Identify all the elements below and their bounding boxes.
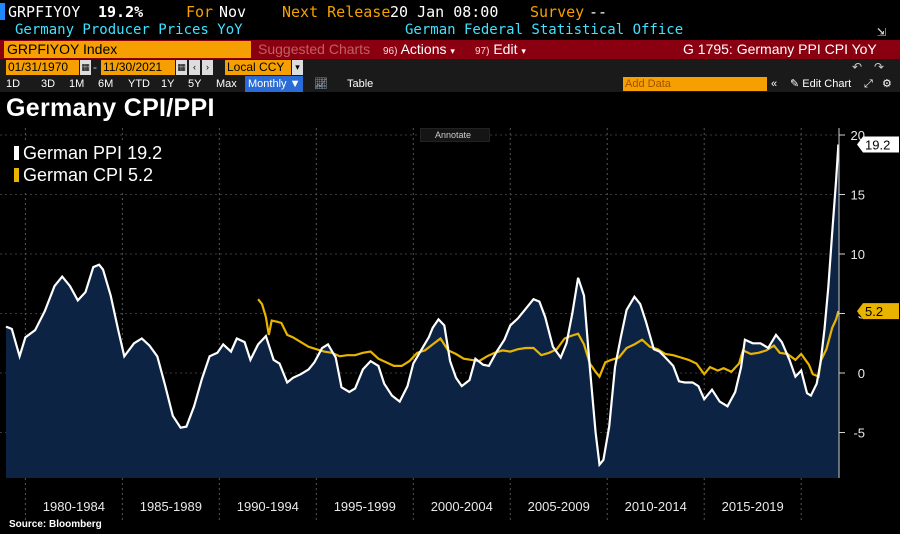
description-bar: Germany Producer Prices YoY German Feder…: [0, 21, 900, 41]
y-ticks: 20151050-5: [839, 128, 865, 441]
x-tick-label: 1990-1994: [237, 499, 299, 514]
actions-dropdown-icon: ▾: [450, 46, 455, 56]
end-date-field[interactable]: 11/30/2021: [101, 60, 175, 75]
command-toolbar: GRPFIYOY Index Suggested Charts 96) Acti…: [0, 40, 900, 59]
x-tick-label: 1980-1984: [43, 499, 105, 514]
range-max-button[interactable]: Max: [216, 78, 237, 90]
date-range-bar: 01/31/1970 ▦ - 11/30/2021 ▦ ‹ › Local CC…: [0, 59, 900, 76]
currency-select[interactable]: Local CCY: [225, 60, 291, 75]
chart-name: G 1795: Germany PPI CPI YoY: [683, 41, 877, 57]
legend-cpi-name: German CPI: [23, 165, 124, 185]
undo-icon[interactable]: ↶: [852, 60, 863, 74]
x-tick-label: 2000-2004: [431, 499, 493, 514]
last-value: 19.2%: [98, 3, 144, 21]
redo-icon[interactable]: ↷: [874, 60, 885, 74]
fullscreen-icon[interactable]: ⤢: [864, 78, 873, 90]
next-arrow-icon[interactable]: ›: [202, 60, 213, 75]
x-tick-label: 2015-2019: [722, 499, 784, 514]
range-ytd-button[interactable]: YTD: [128, 78, 150, 90]
range-1d-button[interactable]: 1D: [6, 78, 21, 90]
value-tag-label: 5.2: [865, 304, 883, 319]
calendar-icon[interactable]: ▦: [80, 60, 91, 75]
edit-number: 97): [475, 46, 490, 57]
y-tick-label: 10: [851, 247, 865, 262]
range-6m-button[interactable]: 6M: [98, 78, 114, 90]
x-labels: 1980-1984 1985-1989 1990-1994 1995-1999 2000…: [43, 499, 784, 514]
legend-cpi-swatch: [14, 168, 19, 182]
chart-title: Germany CPI/PPI: [6, 94, 215, 122]
accent-marker: [0, 3, 5, 20]
start-date-field[interactable]: 01/31/1970: [6, 60, 79, 75]
suggested-charts-button[interactable]: Suggested Charts: [258, 40, 370, 59]
add-data-input[interactable]: Add Data: [623, 77, 767, 91]
legend-ppi-value: 19.2: [127, 143, 163, 163]
edit-label: Edit: [493, 41, 518, 57]
line-chart-icon[interactable]: 📈︎: [314, 78, 328, 90]
edit-menu[interactable]: 97) Edit ▾: [475, 40, 526, 61]
actions-number: 96): [383, 46, 398, 57]
cpi-value-tag: 5.2: [857, 303, 899, 320]
security-description: Germany Producer Prices YoY: [15, 22, 243, 38]
legend-ppi[interactable]: German PPI 19.2: [14, 142, 195, 164]
next-release-label: Next Release: [282, 3, 391, 21]
value-tag-label: 19.2: [865, 138, 890, 153]
frequency-label: Monthly: [248, 78, 287, 90]
actions-menu[interactable]: 96) Actions ▾: [383, 40, 455, 61]
last-value-tags: 19.2 5.2: [857, 136, 899, 320]
x-tick-label: 1995-1999: [334, 499, 396, 514]
edit-chart-button[interactable]: ✎ Edit Chart: [790, 76, 851, 92]
next-release-value: 20 Jan 08:00: [390, 3, 499, 21]
value-tag-shape: [857, 136, 899, 153]
y-tick-label: 15: [851, 188, 865, 203]
table-button[interactable]: Table: [347, 78, 374, 90]
annotate-button[interactable]: Annotate: [420, 128, 490, 142]
ppi-line: [5, 144, 840, 468]
edit-chart-label: Edit Chart: [802, 78, 852, 90]
range-toolbar: 1D 3D 1M 6M YTD 1Y 5Y Max Monthly ▼ 📈︎ T…: [0, 76, 900, 92]
suggested-charts-label: Suggested Charts: [258, 41, 371, 57]
edit-dropdown-icon: ▾: [521, 46, 526, 56]
prev-arrow-icon[interactable]: ‹: [189, 60, 200, 75]
source-note: Source: Bloomberg: [9, 519, 102, 530]
survey-value: --: [589, 3, 608, 21]
y-tick-label: -5: [853, 426, 865, 441]
for-value: Nov: [219, 3, 247, 21]
currency-dropdown-icon[interactable]: ▾: [292, 60, 303, 75]
y-tick-label: 0: [858, 366, 865, 381]
settings-gear-icon[interactable]: ⚙: [882, 78, 892, 90]
x-tick-label: 2010-2014: [625, 499, 687, 514]
for-label: For: [186, 3, 214, 21]
range-3d-button[interactable]: 3D: [41, 78, 56, 90]
security-field[interactable]: GRPFIYOY Index: [4, 41, 251, 58]
ppi-value-tag: 19.2: [857, 136, 899, 153]
date-dash: -: [93, 60, 97, 74]
ppi-area-fill: [6, 144, 839, 478]
legend-cpi[interactable]: German CPI 5.2: [14, 164, 195, 186]
ticker-symbol[interactable]: GRPFIYOY: [8, 3, 81, 21]
pencil-icon: ✎: [790, 78, 800, 90]
frequency-select[interactable]: Monthly ▼: [245, 76, 304, 92]
legend-ppi-swatch: [14, 146, 19, 160]
x-tick-label: 1985-1989: [140, 499, 202, 514]
cpi-line: [257, 298, 840, 379]
chart-legend: German PPI 19.2 German CPI 5.2: [10, 142, 195, 190]
legend-ppi-name: German PPI: [23, 143, 123, 163]
range-1m-button[interactable]: 1M: [69, 78, 85, 90]
annotate-label: Annotate: [435, 130, 472, 140]
range-5y-button[interactable]: 5Y: [188, 78, 202, 90]
popout-icon[interactable]: ⇲: [877, 22, 887, 40]
range-1y-button[interactable]: 1Y: [161, 78, 175, 90]
legend-cpi-value: 5.2: [128, 165, 154, 185]
survey-label: Survey: [530, 3, 585, 21]
headline-bar: GRPFIYOY 19.2% For Nov Next Release 20 J…: [0, 0, 900, 22]
collapse-icon[interactable]: «: [771, 78, 778, 90]
end-calendar-icon[interactable]: ▦: [176, 60, 187, 75]
x-tick-label: 2005-2009: [528, 499, 590, 514]
source-organization: German Federal Statistical Office: [405, 22, 684, 38]
actions-label: Actions: [400, 41, 447, 57]
value-tag-shape: [857, 303, 899, 320]
chart-canvas: 20151050-5 1980-19841985-19891990-199419…: [0, 128, 899, 520]
